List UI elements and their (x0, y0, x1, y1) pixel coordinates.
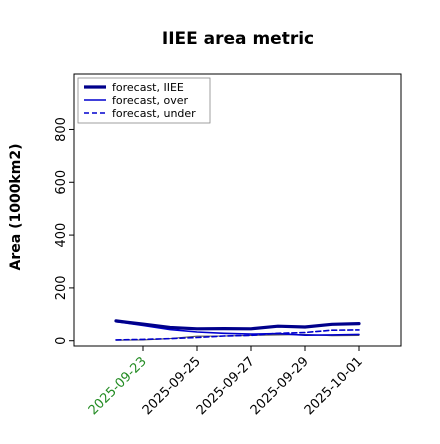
y-tick-label: 800 (54, 117, 69, 142)
series-layer (114, 319, 361, 341)
y-axis-ticks: 0 200 400 600 800 (54, 117, 74, 345)
y-axis-label: Area (1000km2) (8, 144, 24, 271)
series-line-forecast-iiee (114, 319, 361, 331)
y-tick-label: 600 (54, 170, 69, 195)
chart-title: IIEE area metric (162, 29, 314, 49)
plot-frame (73, 73, 402, 347)
series-line-forecast-over (115, 320, 360, 337)
y-tick-label: 400 (54, 223, 69, 248)
series-line-forecast-under (115, 329, 360, 341)
legend-label: forecast, over (112, 94, 188, 107)
y-tick-label: 0 (54, 337, 69, 345)
y-tick-label: 200 (54, 275, 69, 300)
legend-label: forecast, IIEE (112, 81, 184, 94)
legend-label: forecast, under (112, 107, 196, 120)
